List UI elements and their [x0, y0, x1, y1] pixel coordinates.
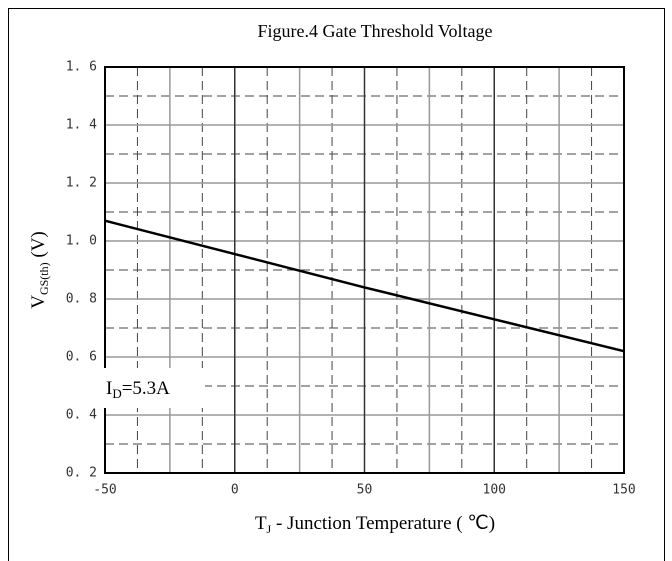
y-tick-label: 0. 8	[66, 292, 97, 307]
annotation-main: I	[106, 378, 112, 399]
y-label-main: V	[28, 295, 49, 309]
annotation-box	[101, 368, 205, 408]
y-tick-label: 1. 2	[66, 176, 97, 191]
x-label-rest: - Junction Temperature ( ℃)	[271, 513, 495, 534]
x-tick-label: -50	[93, 483, 116, 498]
data-line	[104, 219, 625, 353]
y-tick-label: 1. 6	[66, 60, 97, 75]
y-tick-label: 0. 6	[66, 350, 97, 365]
x-tick-label: 150	[612, 483, 635, 498]
y-label-rest: (V)	[28, 231, 49, 262]
y-label-sub: GS(th)	[37, 262, 51, 295]
x-axis-label: TJ - Junction Temperature ( ℃)	[255, 513, 495, 535]
x-label-sub: J	[267, 522, 272, 536]
y-tick-label: 1. 0	[66, 234, 97, 249]
x-tick-label: 100	[483, 483, 506, 498]
x-tick-label: 0	[231, 483, 239, 498]
x-label-main: T	[255, 513, 267, 534]
y-axis-label: VGS(th) (V)	[28, 231, 50, 309]
y-tick-label: 1. 4	[66, 118, 97, 133]
chart-title: Figure.4 Gate Threshold Voltage	[258, 21, 493, 41]
annotation-rest: =5.3A	[122, 378, 170, 399]
annotation-sub: D	[112, 386, 121, 401]
annotation: ID=5.3A	[106, 378, 170, 401]
plot-border	[104, 66, 625, 474]
y-tick-label: 0. 4	[66, 408, 97, 423]
frame	[8, 8, 665, 561]
x-tick-label: 50	[357, 483, 373, 498]
y-tick-label: 0. 2	[66, 466, 97, 481]
plot	[104, 219, 625, 353]
